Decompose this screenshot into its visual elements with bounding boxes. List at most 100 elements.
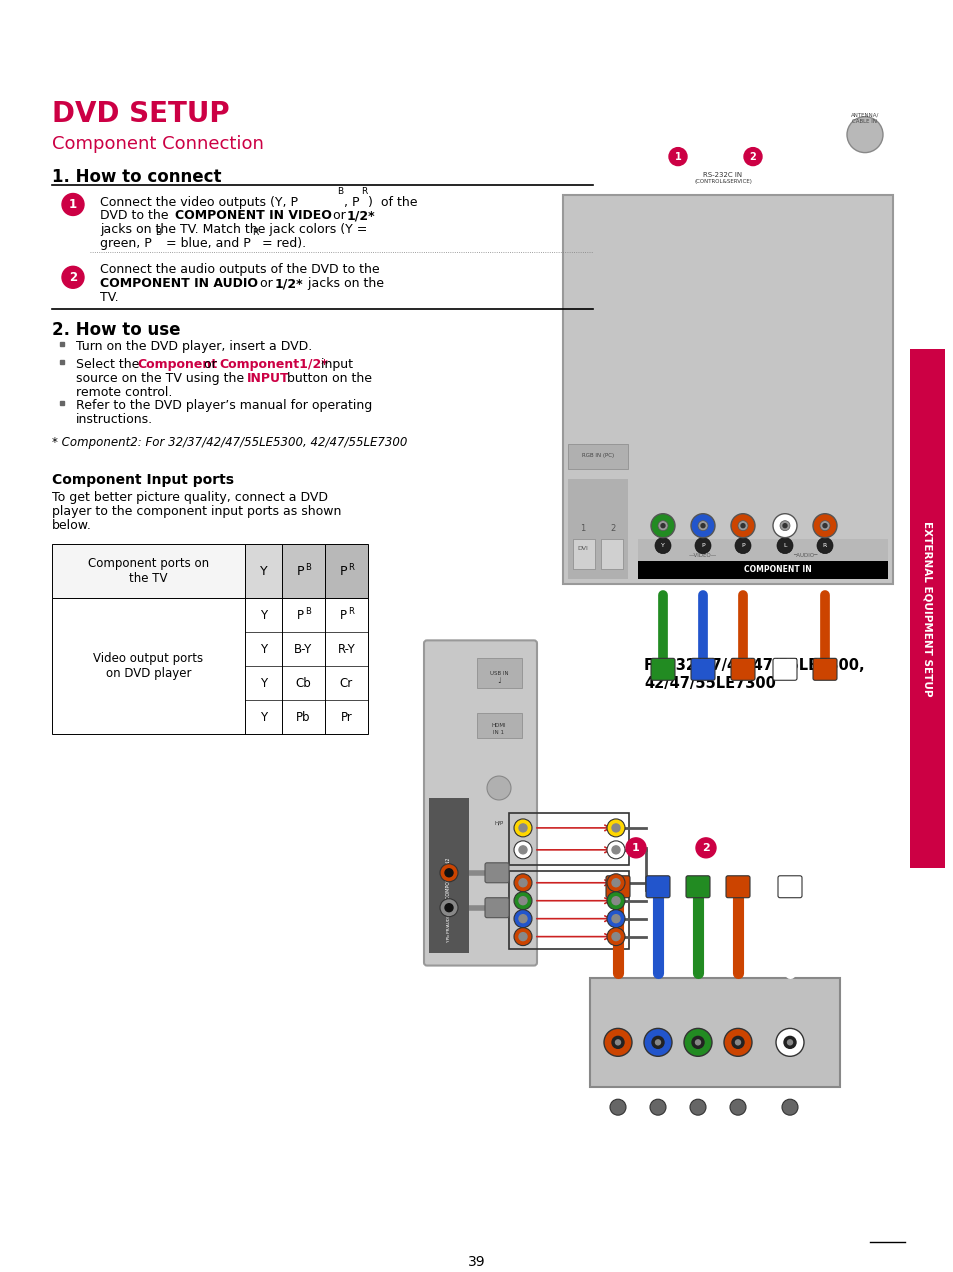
Text: B: B	[154, 229, 161, 238]
Circle shape	[695, 1040, 700, 1044]
Text: remote control.: remote control.	[76, 385, 172, 399]
Circle shape	[439, 899, 457, 917]
FancyBboxPatch shape	[484, 862, 509, 883]
Text: R: R	[252, 229, 258, 238]
Text: ─AUDIO─: ─AUDIO─	[792, 553, 817, 558]
FancyBboxPatch shape	[600, 538, 622, 569]
Circle shape	[606, 927, 624, 945]
Circle shape	[783, 1037, 795, 1048]
FancyBboxPatch shape	[730, 659, 754, 681]
Circle shape	[606, 892, 624, 909]
Circle shape	[743, 148, 761, 165]
Bar	[429, 798, 469, 953]
Text: Turn on the DVD player, insert a DVD.: Turn on the DVD player, insert a DVD.	[76, 340, 312, 354]
Text: P: P	[296, 565, 304, 577]
FancyBboxPatch shape	[778, 876, 801, 898]
Circle shape	[689, 1099, 705, 1116]
Circle shape	[668, 148, 686, 165]
FancyBboxPatch shape	[423, 640, 537, 965]
Text: DVD SETUP: DVD SETUP	[52, 99, 230, 127]
Circle shape	[612, 846, 619, 854]
Text: HDMI: HDMI	[491, 722, 506, 728]
Text: Connect the video outputs (Y, P: Connect the video outputs (Y, P	[100, 196, 297, 209]
Text: H/P: H/P	[494, 820, 503, 826]
Text: 1. How to connect: 1. How to connect	[52, 168, 221, 186]
Text: Component ports on
the TV: Component ports on the TV	[88, 557, 209, 585]
Bar	[509, 871, 628, 949]
Circle shape	[655, 1040, 659, 1044]
Circle shape	[444, 903, 453, 912]
Text: source on the TV using the: source on the TV using the	[76, 371, 248, 385]
Circle shape	[822, 524, 826, 528]
Text: )  of the: ) of the	[368, 196, 417, 209]
Text: input: input	[316, 359, 353, 371]
Circle shape	[695, 538, 710, 553]
FancyBboxPatch shape	[812, 659, 836, 681]
Circle shape	[518, 897, 526, 904]
Circle shape	[486, 776, 511, 800]
Text: 1: 1	[674, 151, 680, 162]
Text: TV.: TV.	[100, 291, 118, 304]
FancyBboxPatch shape	[725, 876, 749, 898]
Circle shape	[734, 538, 750, 553]
FancyBboxPatch shape	[605, 876, 629, 898]
Circle shape	[606, 874, 624, 892]
Text: ♩: ♩	[497, 675, 500, 684]
Bar	[52, 543, 245, 599]
Text: Cr: Cr	[339, 677, 353, 689]
Circle shape	[846, 117, 882, 153]
Circle shape	[700, 524, 704, 528]
Circle shape	[606, 841, 624, 859]
Bar	[476, 714, 521, 738]
Circle shape	[776, 538, 792, 553]
Text: Component1/2*: Component1/2*	[219, 359, 328, 371]
FancyBboxPatch shape	[567, 478, 627, 579]
Circle shape	[514, 874, 532, 892]
FancyBboxPatch shape	[645, 876, 669, 898]
Circle shape	[820, 520, 829, 530]
Text: For 32/37/42/47/55LE5300,
42/47/55LE7300: For 32/37/42/47/55LE5300, 42/47/55LE7300	[643, 659, 863, 691]
Circle shape	[612, 897, 619, 904]
Text: L: L	[782, 543, 786, 548]
Circle shape	[518, 879, 526, 887]
Text: 1/2*: 1/2*	[347, 210, 375, 223]
Circle shape	[775, 1028, 803, 1056]
Text: To get better picture quality, connect a DVD: To get better picture quality, connect a…	[52, 491, 328, 504]
Text: * Component2: For 32/37/42/47/55LE5300, 42/47/55LE7300: * Component2: For 32/37/42/47/55LE5300, …	[52, 436, 407, 449]
Circle shape	[649, 1099, 665, 1116]
Text: Component: Component	[137, 359, 217, 371]
Text: (CONTROL&SERVICE): (CONTROL&SERVICE)	[694, 179, 751, 184]
Circle shape	[781, 1099, 797, 1116]
Text: 1/2*: 1/2*	[274, 277, 303, 290]
Circle shape	[612, 1037, 623, 1048]
Circle shape	[439, 864, 457, 881]
Text: DVD to the: DVD to the	[100, 210, 172, 223]
Text: 1: 1	[579, 524, 585, 533]
Circle shape	[658, 520, 667, 530]
Circle shape	[625, 838, 645, 857]
Bar	[476, 659, 521, 688]
Text: Y: Y	[259, 565, 267, 577]
Text: player to the component input ports as shown: player to the component input ports as s…	[52, 505, 341, 518]
Circle shape	[735, 1040, 740, 1044]
Text: R: R	[822, 543, 826, 548]
Text: B: B	[305, 562, 311, 571]
Text: INPUT: INPUT	[247, 371, 290, 385]
Text: Connect the audio outputs of the DVD to the: Connect the audio outputs of the DVD to …	[100, 263, 379, 276]
Circle shape	[606, 819, 624, 837]
FancyBboxPatch shape	[690, 659, 714, 681]
FancyBboxPatch shape	[573, 538, 595, 569]
Bar	[909, 349, 944, 868]
Text: Y: Y	[660, 543, 664, 548]
Text: Y: Y	[259, 711, 267, 724]
Circle shape	[696, 838, 716, 857]
Text: DVI: DVI	[577, 546, 588, 551]
Text: 1: 1	[632, 843, 639, 852]
Text: below.: below.	[52, 519, 91, 532]
Text: B: B	[305, 607, 311, 616]
FancyBboxPatch shape	[484, 898, 509, 917]
FancyBboxPatch shape	[562, 195, 892, 584]
Text: 1: 1	[69, 198, 77, 211]
Text: 2. How to use: 2. How to use	[52, 322, 180, 340]
Text: R-Y: R-Y	[337, 642, 355, 656]
